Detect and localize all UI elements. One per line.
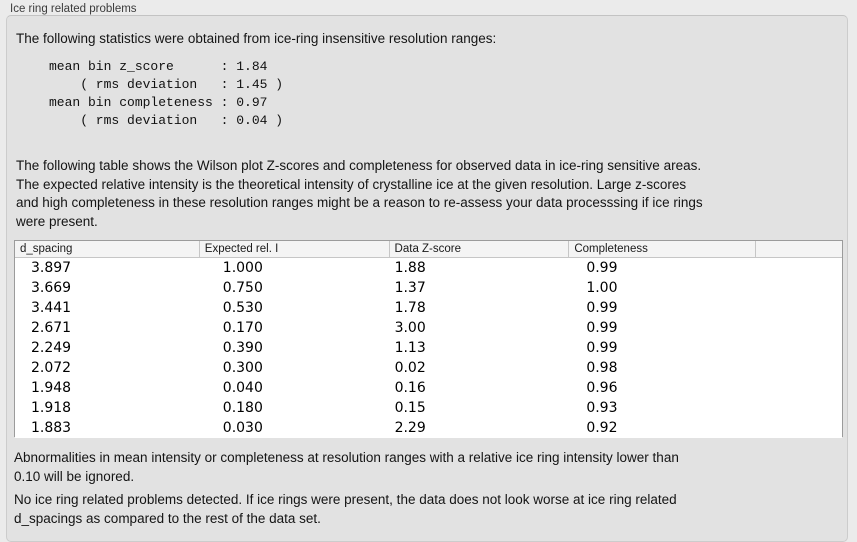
table-row[interactable]: 3.897 1.000 1.88 0.99 [15,258,842,278]
table-header-row: d_spacing Expected rel. I Data Z-score C… [15,241,842,258]
table-cell [755,338,842,358]
table-cell: 0.02 [394,360,426,376]
table-cell [755,358,842,378]
table-cell: 1.883 [31,420,72,436]
column-header-d-spacing[interactable]: d_spacing [20,243,73,255]
table-row[interactable]: 3.669 0.750 1.37 1.00 [15,278,842,298]
table-cell: 1.13 [394,340,426,356]
table-cell: 0.99 [586,300,618,316]
table-cell: 0.530 [222,300,263,316]
table-cell: 0.92 [586,420,618,436]
table-cell: 0.180 [222,400,263,416]
table-cell [755,418,842,438]
statistics-intro-text: The following statistics were obtained f… [16,31,497,46]
table-cell: 0.99 [586,320,618,336]
table-cell [755,378,842,398]
table-cell: 2.072 [31,360,72,376]
table-cell: 3.441 [31,300,72,316]
table-cell: 3.669 [31,280,72,296]
table-cell: 0.98 [586,360,618,376]
table-cell: 0.99 [586,260,618,276]
table-cell: 2.249 [31,340,72,356]
statistics-values-block: mean bin z_score : 1.84 ( rms deviation … [49,59,284,128]
table-row[interactable]: 3.441 0.530 1.78 0.99 [15,298,842,318]
table-cell [755,258,842,278]
table-cell: 2.671 [31,320,72,336]
table-description-text: The following table shows the Wilson plo… [16,158,703,229]
table-cell: 0.170 [222,320,263,336]
column-header-expected-rel-i[interactable]: Expected rel. I [198,241,389,257]
table-cell [755,398,842,418]
column-header-empty [755,241,842,257]
table-row[interactable]: 1.948 0.040 0.16 0.96 [15,378,842,398]
column-header-data-z-score[interactable]: Data Z-score [388,241,569,257]
table-cell: 0.93 [586,400,618,416]
table-cell: 1.00 [586,280,618,296]
table-body: 3.897 1.000 1.88 0.99 3.669 0.750 1.37 1.00 3.44… [15,258,842,438]
table-cell: 0.99 [586,340,618,356]
table-cell: 1.918 [31,400,72,416]
table-cell: 0.300 [222,360,263,376]
panel-title: Ice ring related problems [10,3,137,15]
ice-ring-table: d_spacing Expected rel. I Data Z-score C… [14,240,843,438]
table-row[interactable]: 2.249 0.390 1.13 0.99 [15,338,842,358]
table-cell: 3.00 [394,320,426,336]
table-cell: 0.030 [222,420,263,436]
table-row[interactable]: 2.671 0.170 3.00 0.99 [15,318,842,338]
table-cell [755,318,842,338]
table-cell: 3.897 [31,260,72,276]
table-row[interactable]: 1.883 0.030 2.29 0.92 [15,418,842,438]
conclusion-note: No ice ring related problems detected. I… [14,492,677,526]
table-cell: 0.15 [394,400,426,416]
table-cell: 0.390 [222,340,263,356]
table-cell: 1.88 [394,260,426,276]
table-row[interactable]: 1.918 0.180 0.15 0.93 [15,398,842,418]
table-row[interactable]: 2.072 0.300 0.02 0.98 [15,358,842,378]
table-cell: 0.750 [222,280,263,296]
table-cell: 0.16 [394,380,426,396]
ignore-threshold-note: Abnormalities in mean intensity or compl… [14,450,679,484]
table-cell: 1.78 [394,300,426,316]
table-cell: 1.37 [394,280,426,296]
table-cell [755,278,842,298]
table-cell [755,298,842,318]
column-header-completeness[interactable]: Completeness [568,241,755,257]
table-cell: 0.96 [586,380,618,396]
table-cell: 2.29 [394,420,426,436]
table-cell: 0.040 [222,380,263,396]
table-cell: 1.000 [222,260,263,276]
table-cell: 1.948 [31,380,72,396]
